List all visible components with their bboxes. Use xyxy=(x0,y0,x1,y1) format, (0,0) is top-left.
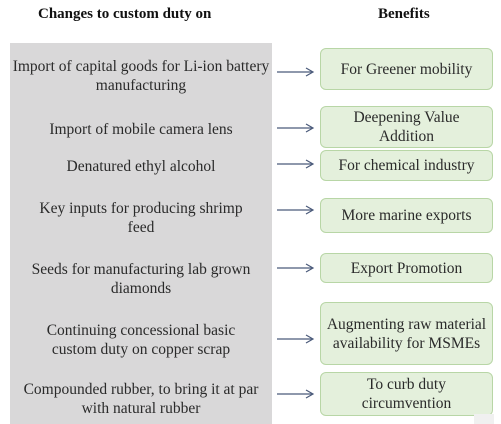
corner-mark xyxy=(474,414,494,424)
change-item-4: Key inputs for producing shrimp feed xyxy=(39,200,243,236)
changes-panel xyxy=(10,43,272,424)
benefit-box-2: Deepening Value Addition xyxy=(320,106,493,148)
benefit-box-7: To curb duty circumvention xyxy=(320,372,493,416)
arrow-icon xyxy=(277,123,315,133)
arrow-icon xyxy=(277,263,315,273)
change-item-5: Seeds for manufacturing lab grown diamon… xyxy=(31,261,251,297)
benefit-box-4: More marine exports xyxy=(320,198,493,233)
arrow-icon xyxy=(277,334,315,344)
benefit-box-1: For Greener mobility xyxy=(320,48,493,90)
changes-header: Changes to custom duty on xyxy=(38,6,212,22)
change-item-1: Import of capital goods for Li-ion batte… xyxy=(12,58,270,94)
benefit-box-5: Export Promotion xyxy=(320,253,493,283)
arrow-icon xyxy=(277,205,315,215)
benefits-header: Benefits xyxy=(378,6,430,22)
benefit-box-3: For chemical industry xyxy=(320,150,493,181)
arrow-icon xyxy=(277,389,315,399)
arrow-icon xyxy=(277,159,315,169)
change-item-2: Import of mobile camera lens xyxy=(49,120,233,138)
change-item-7: Compounded rubber, to bring it at par wi… xyxy=(23,381,259,417)
change-item-6: Continuing concessional basic custom dut… xyxy=(46,322,236,358)
benefit-box-6: Augmenting raw material availability for… xyxy=(320,302,493,365)
arrow-icon xyxy=(277,67,315,77)
change-item-3: Denatured ethyl alcohol xyxy=(66,157,216,175)
